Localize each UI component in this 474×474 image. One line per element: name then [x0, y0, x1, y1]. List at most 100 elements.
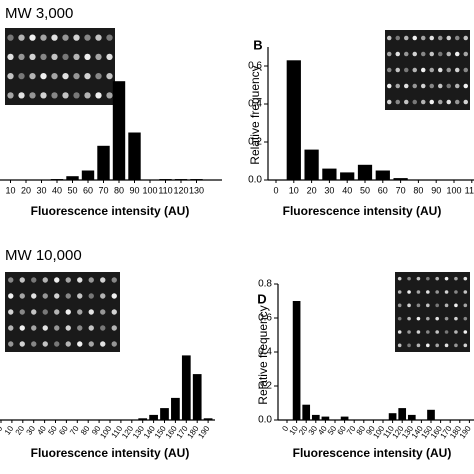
inset-spot [42, 277, 48, 283]
inset-spot [407, 303, 411, 308]
x-tick-label: 90 [431, 185, 441, 195]
inset-spot [84, 92, 91, 99]
inset-spot [463, 99, 468, 105]
inset-spot [8, 325, 14, 331]
bar [340, 172, 355, 180]
inset-spot [19, 277, 25, 283]
inset-spot [463, 83, 468, 89]
inset-spot [426, 276, 430, 281]
inset-spot [463, 290, 468, 294]
inset-spot [426, 330, 430, 334]
inset-spot [18, 34, 25, 41]
x-tick-label: 20 [307, 185, 317, 195]
inset-spot [42, 293, 48, 299]
inset-spot [84, 34, 91, 41]
inset-spot [111, 309, 117, 315]
x-tick-label: 0 [0, 424, 5, 433]
x-tick-label: 70 [98, 185, 108, 195]
inset-spot [77, 309, 83, 315]
inset-spot [412, 67, 417, 73]
bar [286, 60, 301, 180]
x-tick-label: 50 [360, 185, 370, 195]
panel-title: MW 10,000 [5, 247, 82, 264]
inset-spot [446, 83, 451, 89]
inset-spot [73, 72, 80, 80]
inset-spot [454, 303, 458, 308]
x-axis-label: Fluorescence intensity (AU) [31, 446, 190, 460]
inset-spot [95, 53, 102, 61]
y-tick-label: 0.6 [248, 61, 262, 72]
x-axis-label: Fluorescence intensity (AU) [31, 204, 190, 218]
x-tick-label: 40 [342, 185, 352, 195]
x-tick-label: 10 [5, 185, 15, 195]
inset-spot [65, 341, 71, 347]
inset-spot [395, 83, 400, 89]
inset-spot [84, 72, 91, 80]
inset-spot [407, 330, 411, 334]
inset-spot [412, 35, 417, 41]
inset-spot [421, 67, 426, 73]
bar [398, 408, 407, 420]
panel-title: MW 3,000 [5, 5, 73, 22]
inset-spot [444, 343, 449, 348]
y-axis-label: Relative frequency [248, 65, 262, 164]
inset-spot [8, 341, 14, 347]
inset-spot [40, 34, 47, 41]
inset-spot [100, 277, 106, 283]
inset-spot [463, 303, 468, 308]
inset-spot [463, 35, 468, 41]
inset-spot [42, 325, 48, 331]
inset-spot [100, 325, 106, 331]
inset-spot [29, 34, 36, 41]
inset-spot [65, 293, 71, 299]
inset-spot [435, 290, 439, 294]
inset-spot [404, 51, 409, 57]
inset-spot [111, 341, 117, 347]
inset-spot [397, 276, 402, 281]
inset-spot [455, 67, 460, 73]
inset-spot [387, 67, 392, 73]
x-tick-label: 60 [83, 185, 93, 195]
bar [393, 178, 408, 180]
x-tick-label: 110 [465, 185, 474, 195]
bar [427, 409, 435, 420]
inset-spot [19, 325, 25, 331]
bar [340, 416, 349, 420]
inset-spot [62, 72, 69, 80]
x-tick-label: 120 [173, 185, 188, 195]
inset-spot [8, 309, 14, 315]
inset-spot [29, 72, 36, 80]
inset-spot [421, 35, 426, 41]
inset-spot [29, 53, 36, 61]
x-tick-label: 130 [189, 185, 204, 195]
inset-spot [106, 53, 113, 61]
inset-spot [387, 35, 392, 41]
inset-spot [421, 83, 426, 89]
inset-spot [77, 325, 83, 331]
bar [322, 168, 337, 180]
inset-spot [444, 330, 449, 334]
x-tick-label: 30 [36, 185, 46, 195]
inset-spot [463, 67, 468, 73]
inset-spot [18, 92, 25, 99]
inset-spot [106, 34, 113, 41]
x-tick-label: 20 [21, 185, 31, 195]
inset-spot [62, 53, 69, 61]
inset-spot [404, 35, 409, 41]
inset-spot [429, 35, 434, 41]
inset-spot [100, 293, 106, 299]
inset-spot [444, 303, 449, 308]
inset-spot [397, 343, 402, 348]
bar [149, 414, 158, 420]
panel-label: D [257, 291, 266, 306]
inset-spot [387, 99, 392, 105]
inset-spot [95, 72, 102, 80]
bar [302, 404, 311, 420]
panel-label: B [253, 37, 262, 52]
inset-spot [438, 83, 443, 89]
inset-spot [454, 276, 458, 281]
inset-spot [7, 92, 14, 99]
inset-spot [438, 67, 443, 73]
inset-spot [106, 92, 113, 99]
inset-spot [421, 51, 426, 57]
